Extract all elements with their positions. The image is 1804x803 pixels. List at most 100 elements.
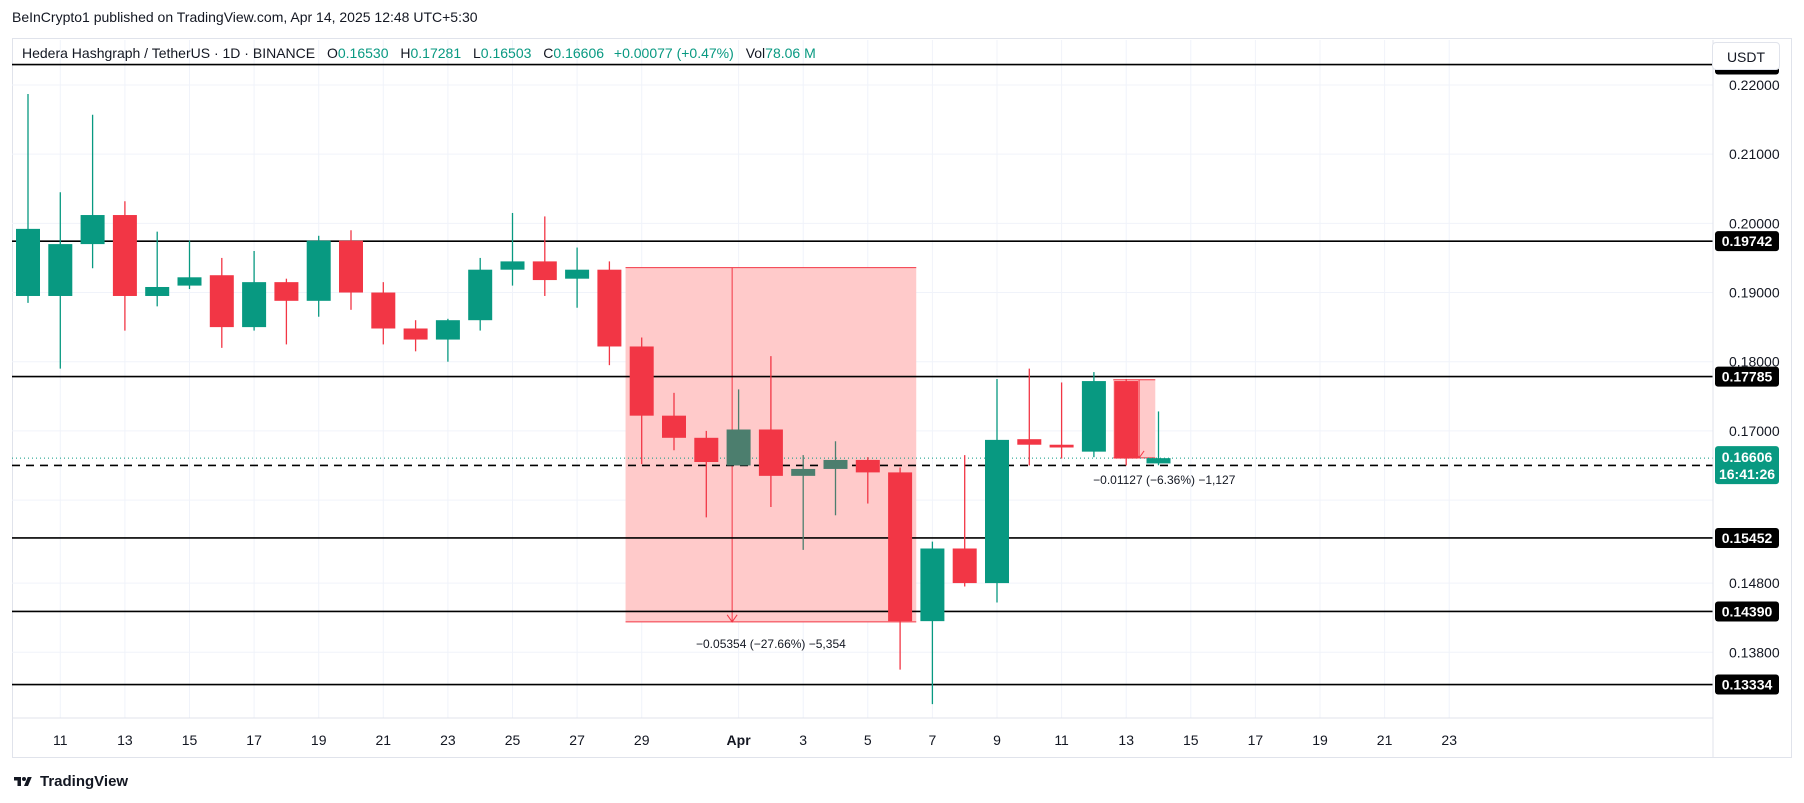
y-tick-label: 0.22000 <box>1729 77 1780 93</box>
y-tick-label: 0.19000 <box>1729 285 1780 301</box>
close-value: 0.16606 <box>553 45 605 61</box>
level-price-tag-bg <box>1715 527 1779 548</box>
candle-body <box>758 429 783 476</box>
x-tick-label: 15 <box>1183 732 1199 748</box>
volume-label: Vol <box>745 45 766 61</box>
publish-info: BeInCrypto1 published on TradingView.com… <box>12 9 478 25</box>
candle-body <box>1114 381 1139 459</box>
y-tick-label: 0.18000 <box>1729 354 1780 370</box>
candle-body <box>274 282 299 301</box>
x-tick-label: 25 <box>505 732 521 748</box>
candle-body <box>952 548 977 584</box>
countdown-tag: 16:41:26 <box>1719 466 1775 482</box>
volume-value: 78.06 M <box>765 45 816 61</box>
level-price-tag: 0.14390 <box>1722 603 1773 619</box>
candle-body <box>306 240 331 301</box>
candle-body <box>112 215 137 296</box>
candlesticks <box>16 93 1171 705</box>
x-tick-label: 5 <box>864 732 872 748</box>
candle-body <box>435 320 460 340</box>
candle-body <box>80 215 105 245</box>
axes: 0.22000 0.21000 0.20000 0.19000 0.18000 0.170… <box>12 40 1780 758</box>
measure-label: −0.01127 (−6.36%) −1,127 <box>1093 473 1236 487</box>
tradingview-logo-icon <box>14 776 32 786</box>
candle-body <box>823 459 848 469</box>
candle-body <box>403 328 428 340</box>
x-tick-label: 17 <box>1248 732 1264 748</box>
brand-label: TradingView <box>40 773 129 790</box>
candle-body <box>532 261 557 281</box>
candle-body <box>597 269 622 347</box>
candle-body <box>985 439 1009 584</box>
low-value: 0.16503 <box>480 45 532 61</box>
candle-body <box>145 286 170 296</box>
candle-body <box>1017 439 1042 445</box>
level-price-tag-bg <box>1715 231 1779 252</box>
x-tick-label: 9 <box>993 732 1001 748</box>
candle-body <box>371 292 396 329</box>
candle-body <box>662 415 686 438</box>
y-tick-label: 0.17000 <box>1729 423 1780 439</box>
horizontal-levels <box>12 63 1713 686</box>
x-tick-label: 11 <box>53 732 68 748</box>
y-tick-label: 0.13800 <box>1729 644 1780 660</box>
y-tick-label: 0.14800 <box>1729 575 1780 591</box>
x-tick-label: 13 <box>117 732 133 748</box>
level-price-tag-bg <box>1715 674 1779 695</box>
y-tick-label: 0.20000 <box>1729 215 1780 231</box>
level-price-tag: 0.17785 <box>1722 369 1773 385</box>
x-tick-label: 21 <box>376 732 392 748</box>
currency-button[interactable]: USDT <box>1712 42 1780 70</box>
candle-body <box>726 429 751 466</box>
level-price-tag: 0.15452 <box>1722 530 1773 546</box>
measure-arrow-head <box>726 614 738 623</box>
tradingview-brand[interactable]: TradingView <box>12 773 128 790</box>
open-label: O <box>326 45 338 61</box>
candle-body <box>791 468 816 476</box>
candle-body <box>1081 381 1106 452</box>
level-price-tag-bg <box>1715 366 1779 387</box>
level-price-tag-bg <box>1715 601 1779 622</box>
candle-body <box>1049 444 1074 448</box>
candle-body <box>888 472 913 622</box>
x-tick-label: 11 <box>1054 732 1069 748</box>
y-tick-label: 0.21000 <box>1729 146 1780 162</box>
candle-body <box>855 459 880 473</box>
x-tick-label: 21 <box>1377 732 1393 748</box>
x-tick-label: 23 <box>1441 732 1457 748</box>
x-tick-label: Apr <box>727 732 752 748</box>
x-tick-label: 27 <box>569 732 585 748</box>
x-tick-label: 23 <box>440 732 456 748</box>
candle-body <box>209 275 234 328</box>
candle-body <box>694 437 719 463</box>
last-price-tag-bg <box>1715 446 1779 485</box>
level-price-tag: 0.13334 <box>1722 677 1773 693</box>
candle-body <box>16 228 40 296</box>
x-tick-label: 7 <box>929 732 937 748</box>
candle-body <box>500 261 525 270</box>
measure-label: −0.05354 (−27.66%) −5,354 <box>696 637 846 651</box>
high-value: 0.17281 <box>410 45 462 61</box>
candle-body <box>629 346 654 416</box>
x-tick-label: 17 <box>246 732 262 748</box>
x-tick-label: 19 <box>311 732 327 748</box>
last-price-tag: 0.16606 <box>1722 449 1773 465</box>
candle-body <box>468 269 493 321</box>
close-label: C <box>543 45 554 61</box>
candle-body <box>48 244 73 296</box>
x-tick-label: 29 <box>634 732 650 748</box>
symbol-legend: Hedera Hashgraph / TetherUS · 1D · BINAN… <box>22 45 816 61</box>
candle-body <box>565 269 590 279</box>
level-price-tag: 0.19742 <box>1722 233 1773 249</box>
x-tick-label: 3 <box>799 732 807 748</box>
chart-frame <box>12 38 1792 758</box>
symbol-name[interactable]: Hedera Hashgraph / TetherUS · 1D · BINAN… <box>22 45 316 61</box>
x-tick-label: 13 <box>1118 732 1134 748</box>
x-tick-label: 15 <box>182 732 198 748</box>
change-value: +0.00077 (+0.47%) <box>613 45 734 61</box>
low-label: L <box>473 45 481 61</box>
candle-body <box>177 277 202 286</box>
candle-body <box>242 282 267 328</box>
open-value: 0.16530 <box>337 45 389 61</box>
